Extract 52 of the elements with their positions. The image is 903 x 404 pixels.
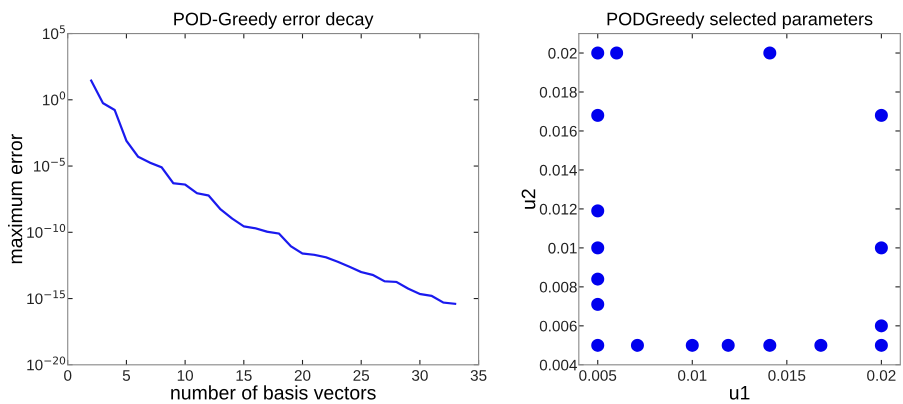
x-tick-label: 15 [236,370,252,381]
y-tick-label: 10$^{−20}$ [27,356,66,370]
y-tick-label: 0.008 [540,282,577,293]
x-tick-label: 35 [470,370,486,381]
x-tick-label: 0.005 [579,370,616,381]
point [874,319,888,332]
y-tick-label: 10$^{0}$ [43,91,66,106]
x-tick-label: 0.015 [768,370,806,381]
point [874,338,888,352]
y-tick-label: 0.004 [540,360,577,370]
point [591,46,604,60]
point [591,272,604,286]
point [591,108,604,122]
point [591,241,604,254]
x-tick-label: 20 [294,370,310,381]
y-tick-label: 0.014 [540,164,577,176]
point [874,241,888,254]
y-tick-label: 0.016 [540,126,577,137]
x-tick-label: 0.01 [678,370,706,381]
y-tick-label: 0.018 [540,86,577,98]
x-tick-label: 5 [122,370,130,381]
y-tick-label: 10$^{−10}$ [27,224,66,238]
x-axis-title: u1 [730,386,750,400]
point [722,338,735,352]
y-tick-label: 0.006 [540,320,577,332]
y-axis-title: u2 [522,189,536,209]
y-tick-label: 10$^{−15}$ [27,290,65,304]
point [874,108,888,122]
y-axis-title: maximum error [8,134,22,264]
point [591,204,604,218]
point [763,338,776,352]
x-tick-label: 0 [64,370,72,381]
x-axis-title: number of basis vectors [171,385,376,400]
y-tick-label: 0.02 [548,48,577,59]
point [763,46,776,60]
y-tick-label: 0.012 [540,204,577,215]
point [814,338,828,352]
x-tick-label: 0.02 [867,370,896,381]
chart-title: PODGreedy selected parameters [608,12,872,29]
point [591,338,604,352]
point [591,298,604,311]
line-series [90,80,456,305]
y-tick-label: 10$^{−5}$ [34,158,65,172]
point [610,46,624,60]
point [686,338,699,352]
y-tick-label: 0.01 [548,242,577,254]
chart-title: POD-Greedy error decay [174,12,374,29]
y-tick-label: 10$^{5}$ [43,25,65,40]
x-tick-label: 30 [412,370,428,381]
x-tick-label: 25 [353,370,370,381]
x-tick-label: 10 [178,370,194,381]
point [630,338,644,352]
